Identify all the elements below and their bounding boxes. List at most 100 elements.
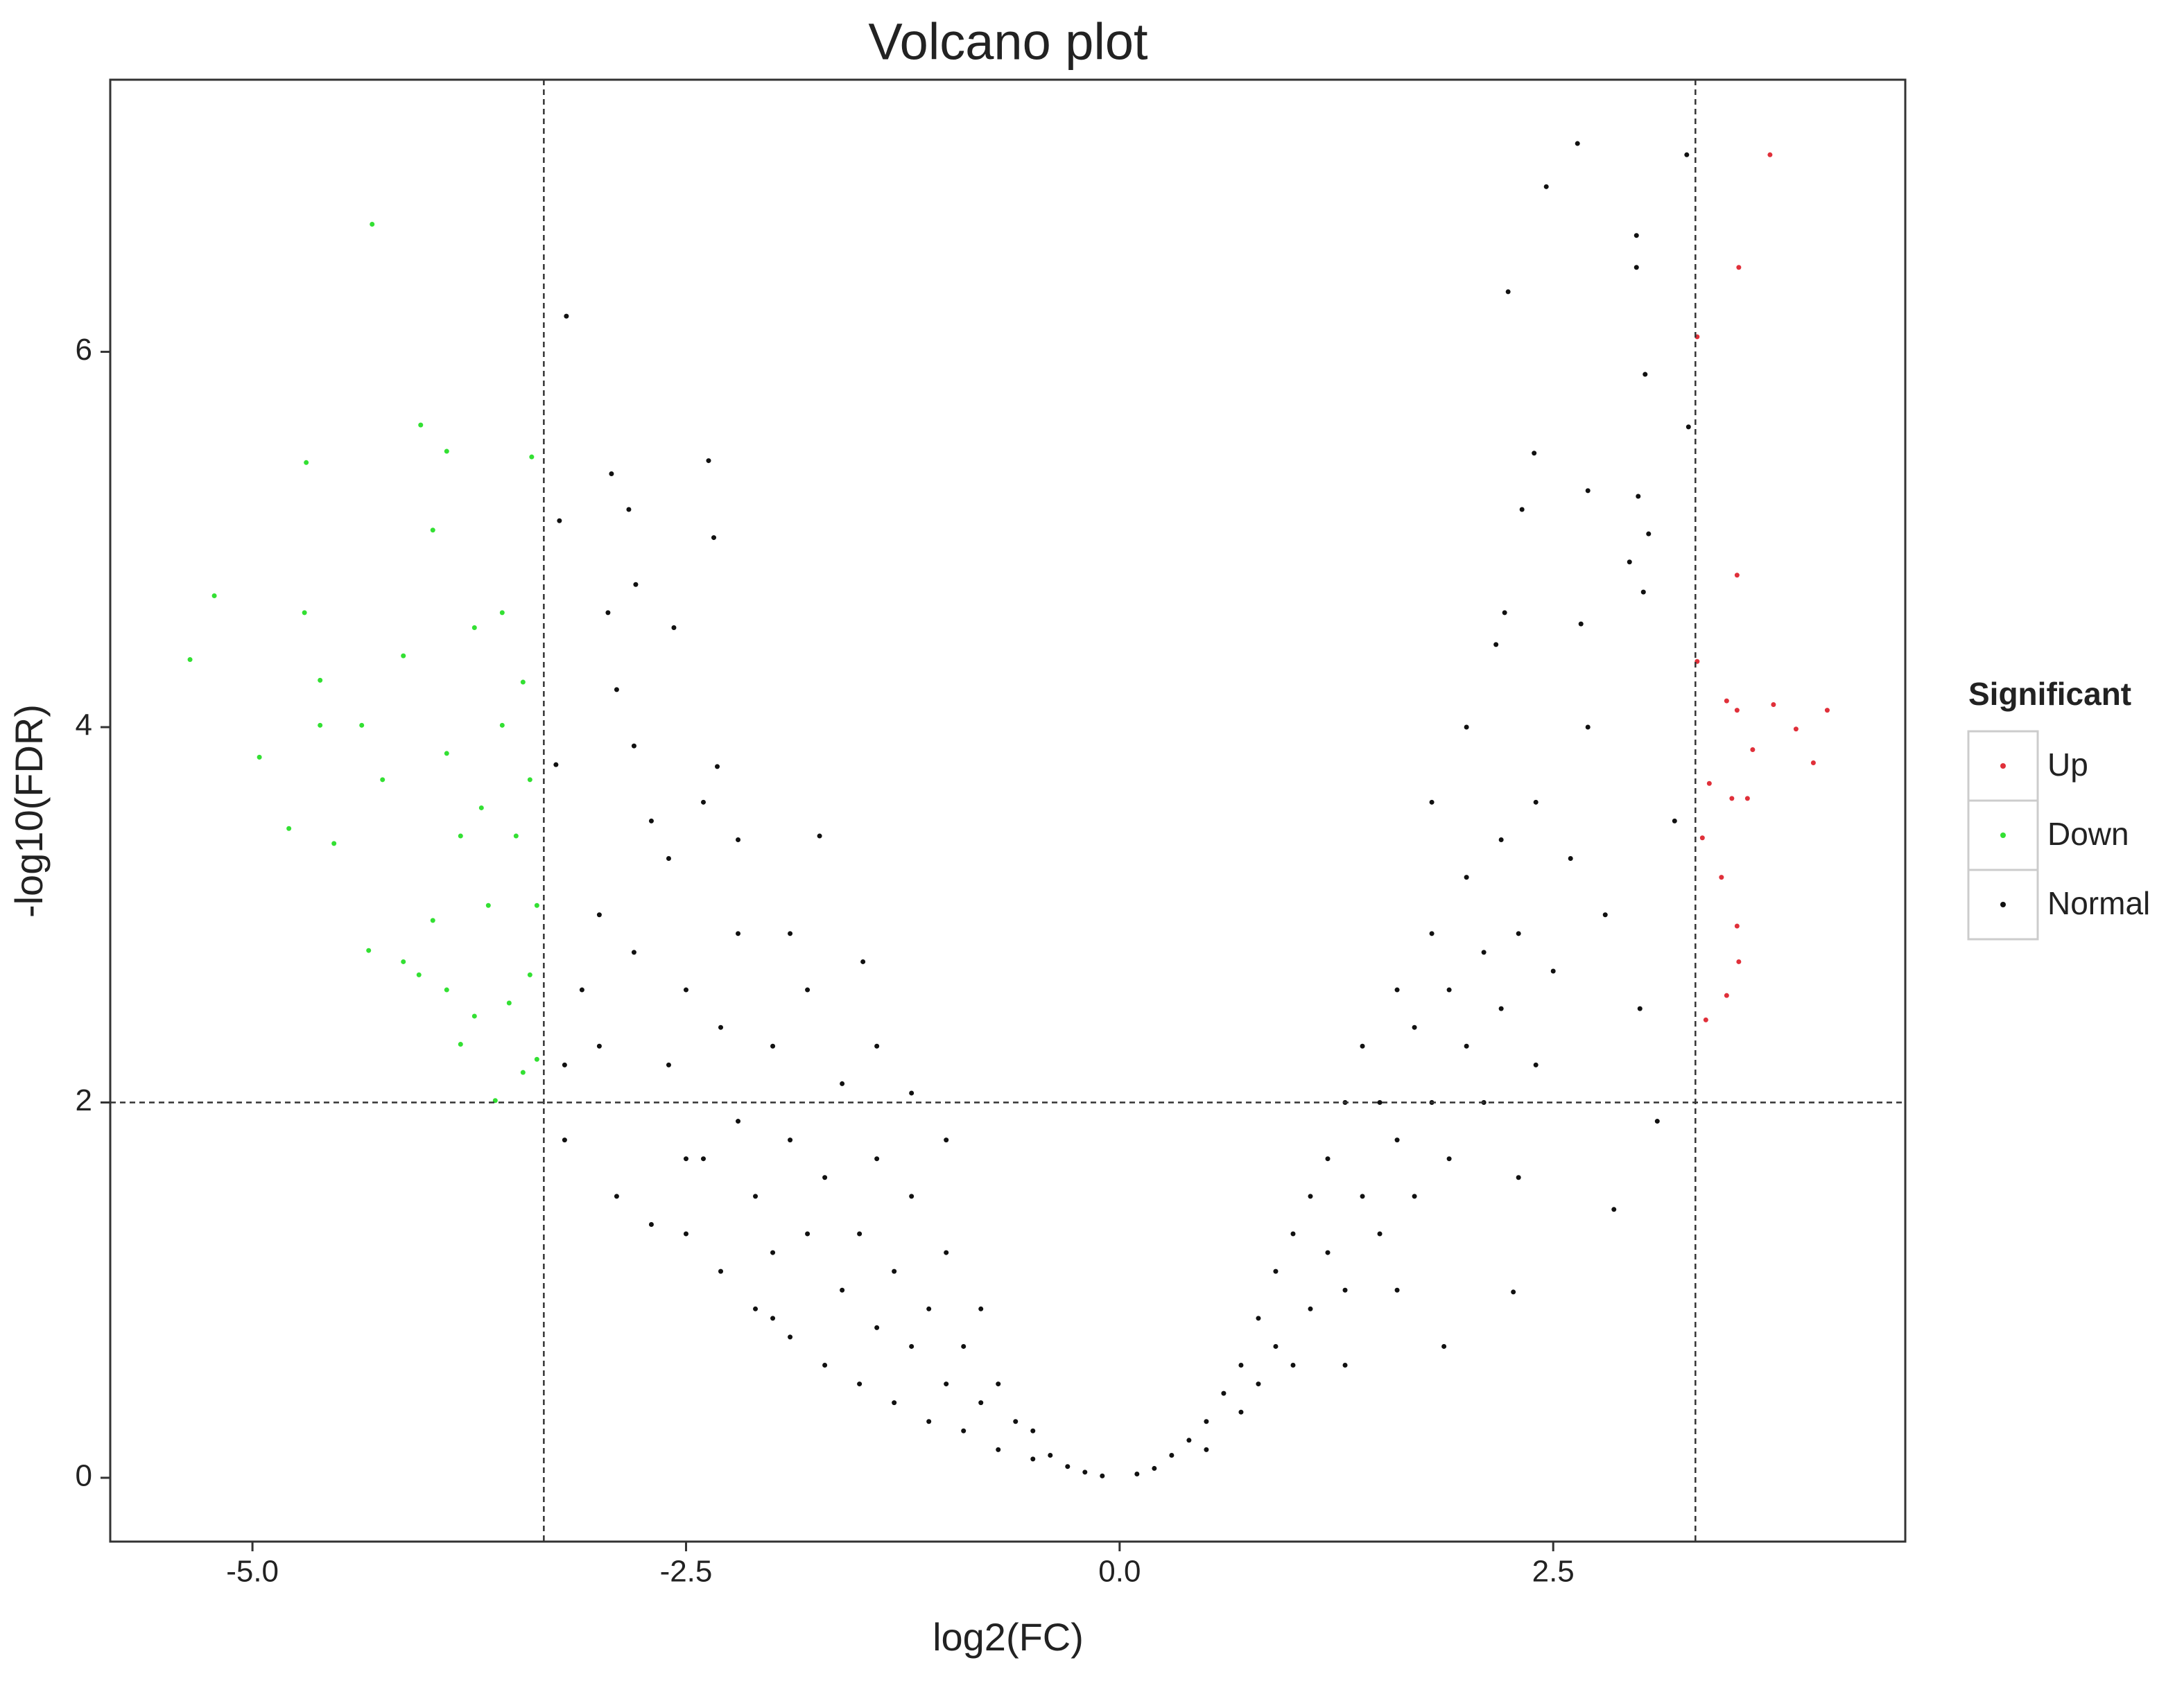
point: [1706, 781, 1712, 786]
point: [1290, 1231, 1296, 1237]
point: [527, 972, 532, 977]
point: [1493, 642, 1499, 647]
point: [1736, 265, 1742, 270]
point: [1505, 289, 1511, 295]
y-tick-label: 0: [76, 1459, 92, 1493]
point: [1672, 818, 1677, 823]
point: [1100, 1473, 1105, 1479]
point: [187, 657, 193, 663]
point: [458, 833, 463, 839]
chart-title: Volcano plot: [868, 13, 1148, 71]
point: [1824, 708, 1830, 713]
point: [1543, 184, 1549, 189]
point: [564, 313, 569, 319]
point: [944, 1381, 949, 1387]
point: [1750, 747, 1756, 753]
point: [370, 221, 375, 227]
point: [1498, 1006, 1504, 1011]
point: [1684, 152, 1690, 157]
point: [788, 1334, 793, 1340]
point: [1221, 1390, 1227, 1396]
y-tick-label: 2: [76, 1083, 92, 1117]
point: [996, 1447, 1001, 1452]
point: [666, 856, 671, 862]
point: [840, 1287, 845, 1293]
point: [1394, 987, 1400, 993]
x-tick-label: -5.0: [226, 1555, 279, 1589]
point: [817, 833, 822, 839]
point: [1256, 1316, 1261, 1321]
point: [534, 1056, 539, 1062]
legend-label: Normal: [2047, 885, 2150, 921]
point: [1810, 760, 1816, 765]
point: [978, 1306, 984, 1311]
point: [1030, 1428, 1036, 1433]
plot-area: [109, 78, 1907, 1543]
point: [909, 1343, 915, 1349]
point: [633, 582, 639, 587]
point: [1627, 559, 1632, 565]
y-tick-label: 6: [76, 333, 92, 367]
point: [562, 1137, 567, 1143]
point: [1729, 796, 1735, 801]
point: [683, 1156, 688, 1162]
point: [257, 754, 262, 760]
point: [1360, 1194, 1365, 1199]
point: [359, 722, 365, 728]
point: [211, 593, 217, 599]
point: [1724, 698, 1729, 704]
point: [605, 610, 611, 616]
point: [978, 1400, 984, 1406]
point: [1030, 1456, 1036, 1462]
y-axis-label: -log10(FDR): [7, 704, 51, 918]
point: [1464, 875, 1469, 880]
point: [1724, 993, 1729, 998]
point: [499, 610, 505, 616]
point: [926, 1306, 932, 1311]
point: [318, 677, 323, 683]
point: [860, 959, 866, 964]
point: [1646, 531, 1652, 537]
point: [1736, 959, 1742, 964]
point: [1082, 1470, 1088, 1475]
point: [822, 1175, 828, 1180]
point: [648, 818, 654, 823]
point: [418, 422, 424, 428]
point: [683, 1231, 688, 1237]
point: [471, 625, 477, 631]
point: [1134, 1472, 1140, 1477]
point: [711, 535, 717, 541]
point: [1325, 1250, 1331, 1255]
point: [331, 841, 337, 846]
point: [1734, 573, 1740, 578]
point: [706, 458, 711, 464]
point: [1744, 796, 1750, 801]
point: [892, 1400, 897, 1406]
point: [788, 1137, 793, 1143]
point: [534, 902, 539, 908]
point: [430, 918, 435, 923]
point: [1703, 1017, 1708, 1022]
point: [614, 1194, 619, 1199]
point: [1575, 141, 1580, 146]
point: [471, 1013, 477, 1019]
point: [1734, 923, 1740, 929]
point: [1519, 507, 1525, 512]
legend-swatch: [2000, 832, 2006, 838]
point: [1377, 1231, 1383, 1237]
point: [1699, 835, 1705, 841]
point: [1464, 724, 1469, 730]
point: [1429, 931, 1435, 936]
point: [458, 1042, 463, 1047]
point: [527, 777, 532, 783]
point: [1238, 1409, 1244, 1415]
point: [1734, 708, 1740, 713]
point: [562, 1062, 567, 1067]
point: [529, 454, 535, 460]
point: [401, 653, 406, 659]
point: [909, 1090, 915, 1096]
point: [1511, 1289, 1516, 1295]
point: [1290, 1363, 1296, 1368]
point: [1429, 799, 1435, 805]
